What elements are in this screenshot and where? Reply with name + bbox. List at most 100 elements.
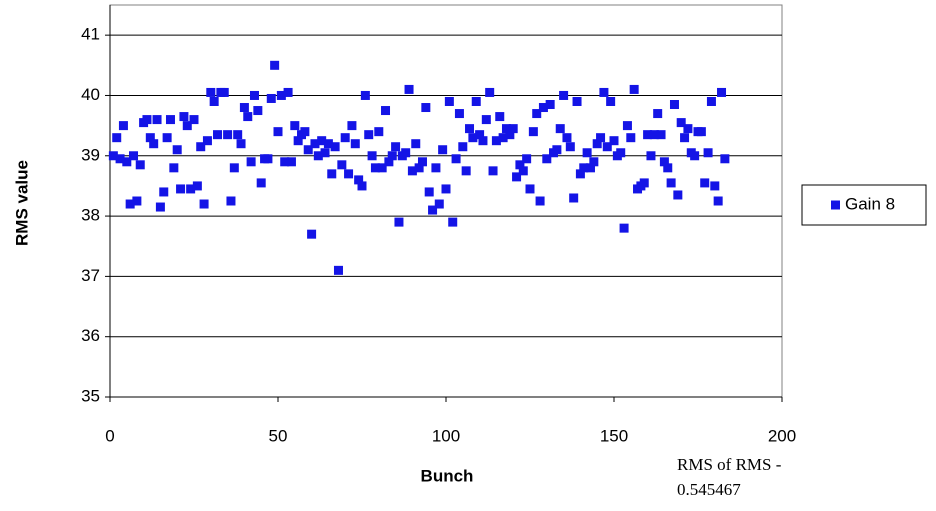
point xyxy=(122,157,132,167)
x-tick-label: 100 xyxy=(432,426,460,445)
legend-label: Gain 8 xyxy=(845,194,895,213)
point xyxy=(196,142,206,152)
y-tick-label: 41 xyxy=(81,25,100,44)
point xyxy=(307,229,317,239)
point xyxy=(202,136,212,146)
point xyxy=(562,133,572,143)
point xyxy=(347,121,357,131)
point xyxy=(495,112,505,122)
point xyxy=(444,96,454,106)
point xyxy=(411,139,421,149)
point xyxy=(263,154,273,164)
point xyxy=(639,178,649,188)
point xyxy=(414,163,424,173)
point xyxy=(629,84,639,94)
point xyxy=(384,157,394,167)
point xyxy=(545,100,555,110)
point xyxy=(249,90,259,100)
point xyxy=(431,163,441,173)
point xyxy=(256,178,266,188)
point xyxy=(673,190,683,200)
point xyxy=(508,124,518,134)
point xyxy=(498,133,508,143)
point xyxy=(391,142,401,152)
point xyxy=(337,160,347,170)
point xyxy=(622,121,632,131)
point xyxy=(417,157,427,167)
point xyxy=(266,93,276,103)
point xyxy=(606,96,616,106)
point xyxy=(518,166,528,176)
point xyxy=(696,127,706,137)
point xyxy=(340,133,350,143)
point xyxy=(401,148,411,158)
point xyxy=(461,166,471,176)
point xyxy=(448,217,458,227)
point xyxy=(643,130,653,140)
point xyxy=(585,163,595,173)
point xyxy=(253,106,263,116)
point xyxy=(592,139,602,149)
point xyxy=(233,130,243,140)
point xyxy=(646,151,656,161)
point xyxy=(243,112,253,122)
x-tick-label: 50 xyxy=(269,426,288,445)
point xyxy=(317,136,327,146)
point xyxy=(565,142,575,152)
y-tick-label: 37 xyxy=(81,266,100,285)
point xyxy=(421,103,431,113)
point xyxy=(485,87,495,97)
point xyxy=(703,148,713,158)
point xyxy=(404,84,414,94)
x-tick-label: 0 xyxy=(105,426,114,445)
point xyxy=(599,87,609,97)
point xyxy=(596,133,606,143)
point xyxy=(186,184,196,194)
point xyxy=(468,133,478,143)
point xyxy=(387,151,397,161)
point xyxy=(569,193,579,203)
point xyxy=(286,157,296,167)
point xyxy=(535,196,545,206)
point xyxy=(471,96,481,106)
point xyxy=(145,133,155,143)
point xyxy=(118,121,128,131)
point xyxy=(189,115,199,125)
point xyxy=(246,157,256,167)
point xyxy=(602,142,612,152)
point xyxy=(713,196,723,206)
point xyxy=(313,151,323,161)
point xyxy=(720,154,730,164)
point xyxy=(515,160,525,170)
point xyxy=(538,103,548,113)
x-tick-label: 150 xyxy=(600,426,628,445)
point xyxy=(572,96,582,106)
point xyxy=(669,100,679,110)
point xyxy=(710,181,720,191)
point xyxy=(364,130,374,140)
y-axis-title: RMS value xyxy=(12,160,31,246)
point xyxy=(428,205,438,215)
y-tick-label: 35 xyxy=(81,386,100,405)
point xyxy=(522,154,532,164)
point xyxy=(370,163,380,173)
point xyxy=(290,121,300,131)
point xyxy=(505,130,515,140)
point xyxy=(280,157,290,167)
point xyxy=(374,127,384,137)
point xyxy=(223,130,233,140)
point xyxy=(706,96,716,106)
y-tick-label: 36 xyxy=(81,326,100,345)
point xyxy=(165,115,175,125)
point xyxy=(209,96,219,106)
point xyxy=(206,87,216,97)
point xyxy=(360,90,370,100)
plot-area xyxy=(109,4,783,398)
point xyxy=(350,139,360,149)
point xyxy=(182,121,192,131)
point xyxy=(626,133,636,143)
point xyxy=(125,199,135,209)
point xyxy=(152,115,162,125)
point xyxy=(488,166,498,176)
point xyxy=(142,115,152,125)
